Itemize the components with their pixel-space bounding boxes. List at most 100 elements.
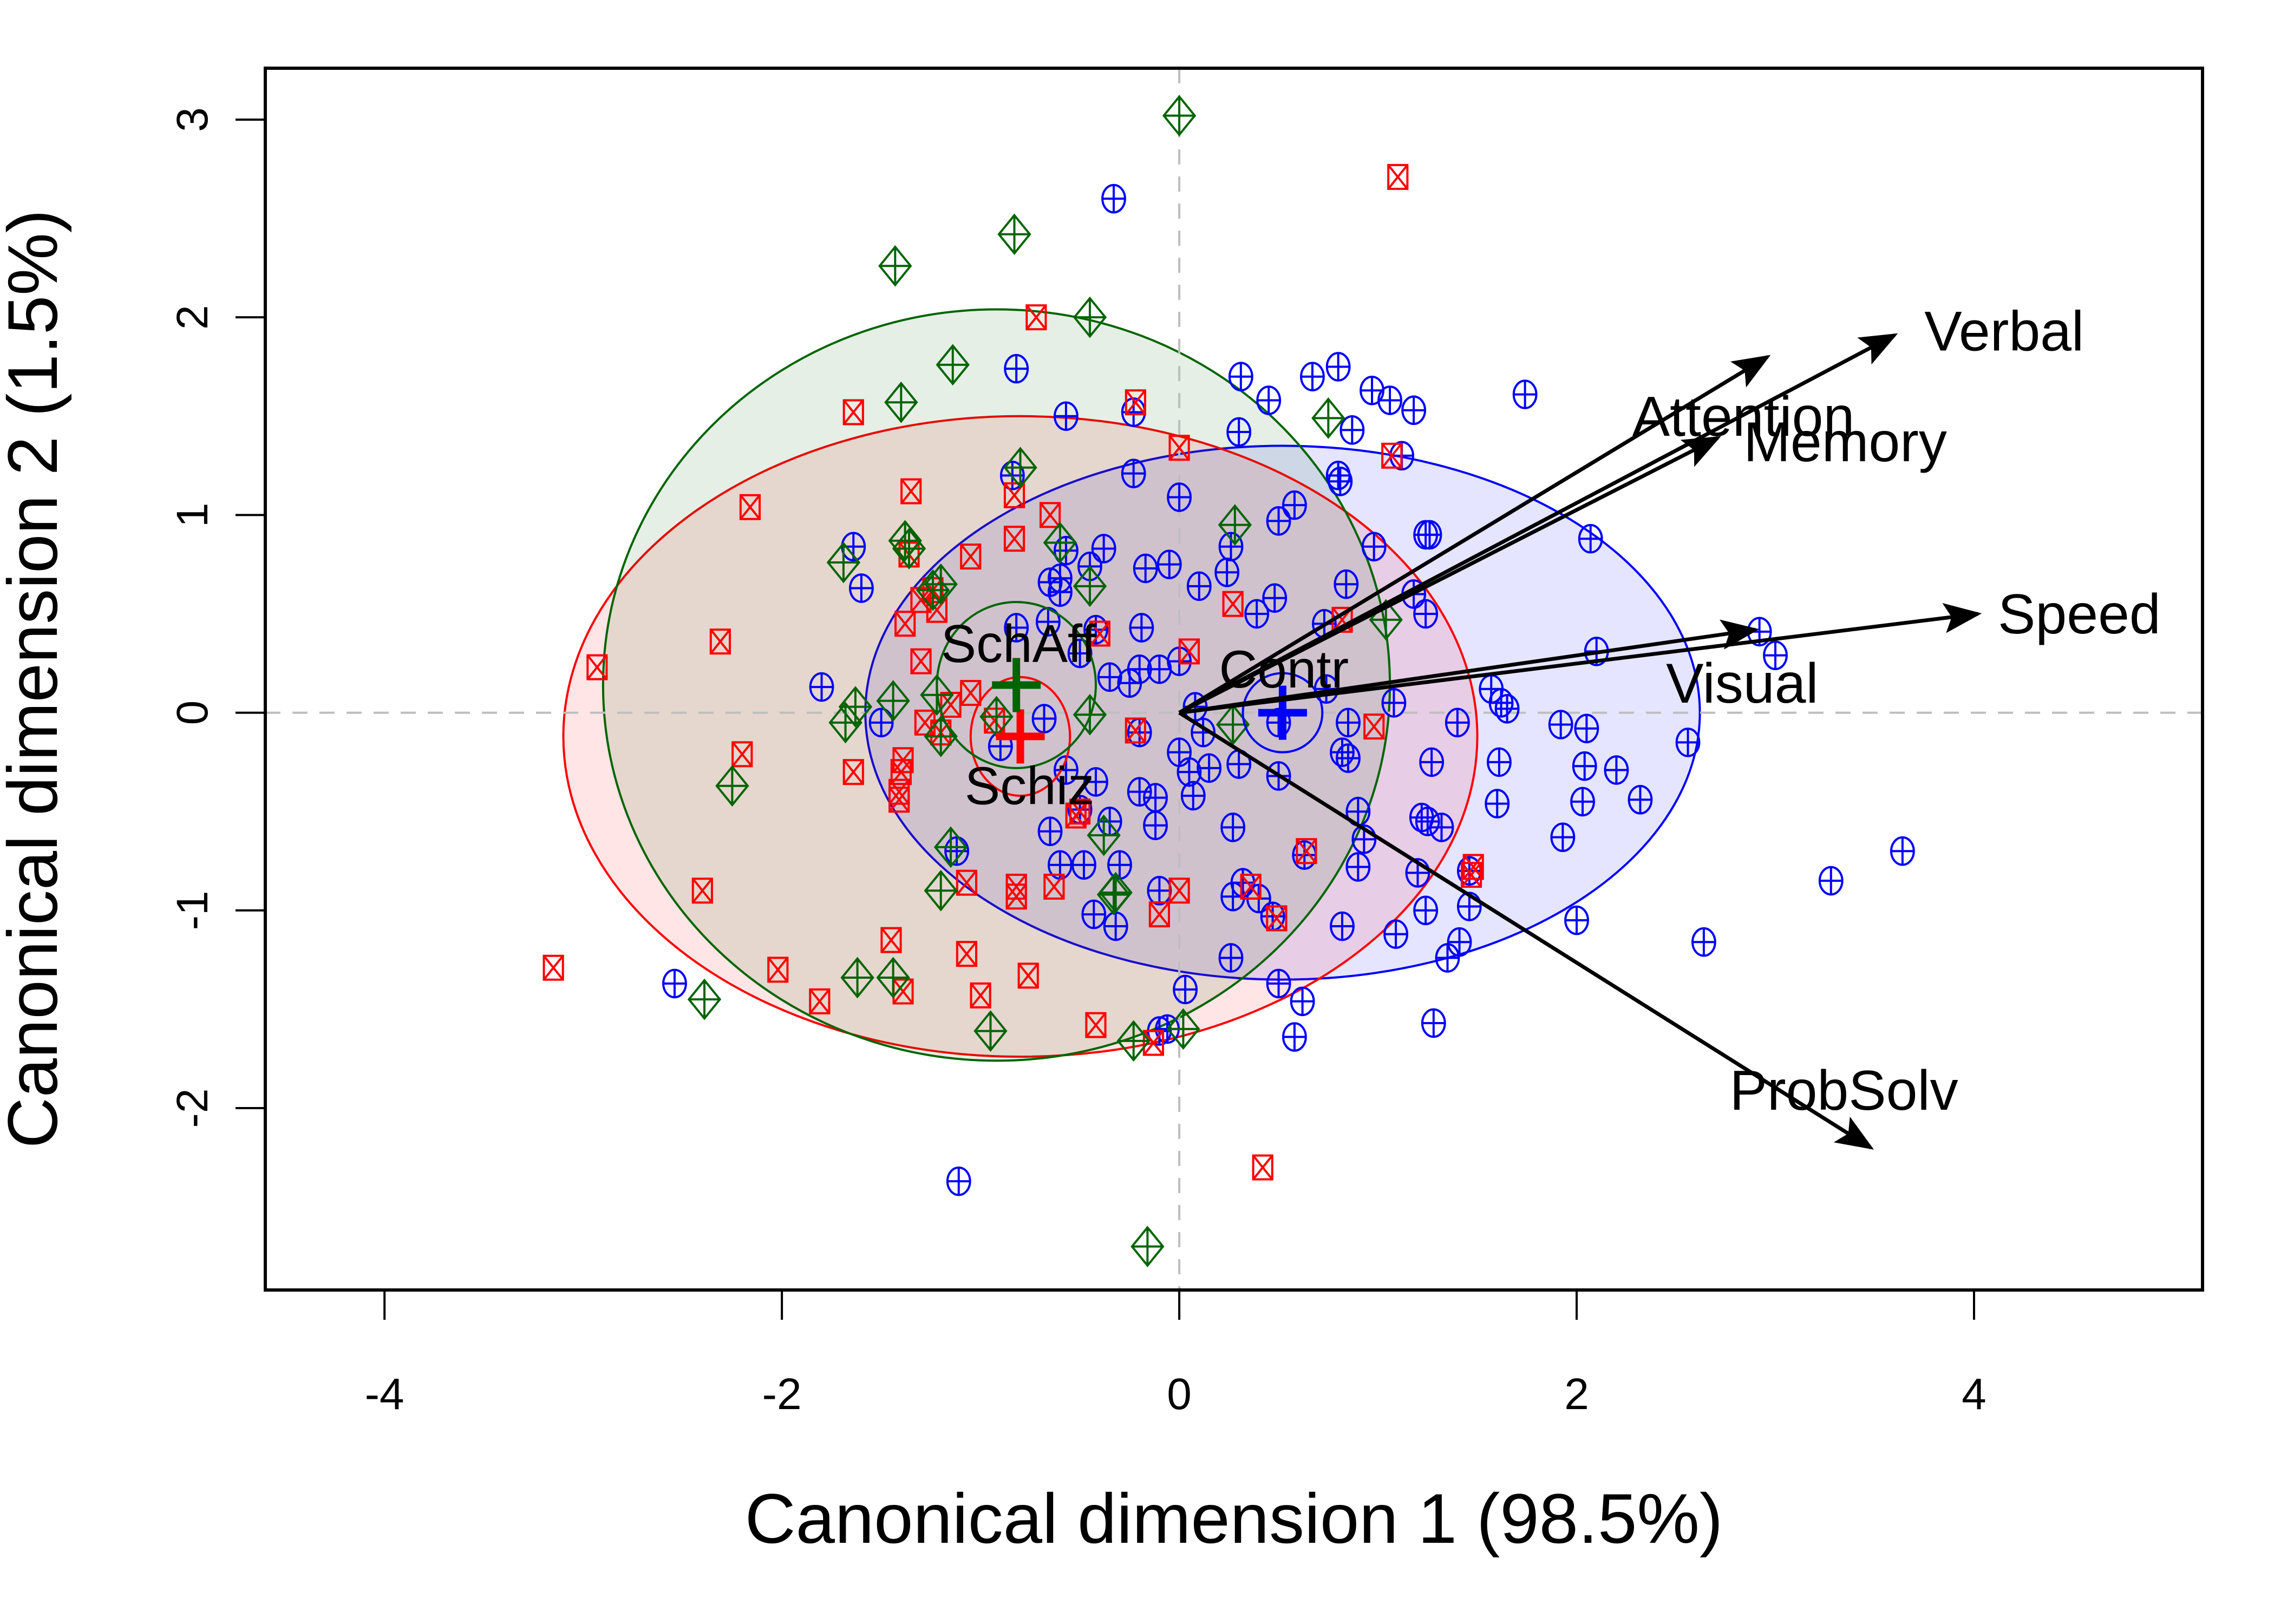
marker-diag2 — [1461, 862, 1482, 888]
point-contr — [1675, 728, 1701, 757]
point-contr — [1230, 868, 1256, 898]
point-contr — [1127, 777, 1152, 807]
point-schiz — [1085, 1012, 1107, 1038]
marker-diag2 — [767, 957, 788, 983]
point-schiz — [1043, 873, 1065, 900]
marker-diag2 — [710, 628, 731, 654]
point-contr — [1067, 638, 1093, 669]
point-schaff — [1311, 397, 1345, 439]
marker-square — [1460, 862, 1482, 888]
point-contr — [944, 836, 969, 866]
point-contr — [1415, 807, 1440, 836]
point-schaff — [1087, 814, 1121, 856]
point-contr — [1097, 662, 1122, 692]
marker-diag2 — [900, 479, 922, 504]
point-contr — [1628, 784, 1653, 815]
y-tick-label: -2 — [168, 1089, 217, 1128]
marker-diag2 — [1040, 502, 1061, 528]
vector-label-attention: Attention — [1632, 385, 1855, 448]
x-tick-label: 2 — [1564, 1370, 1589, 1419]
marker-square — [842, 399, 864, 425]
point-contr — [1256, 385, 1282, 415]
point-contr — [1361, 532, 1387, 562]
point-contr — [868, 708, 894, 738]
point-schaff — [884, 381, 918, 423]
marker-diag2 — [888, 779, 910, 804]
marker-diag2 — [1463, 854, 1484, 880]
point-schiz — [894, 611, 916, 637]
point-schiz — [970, 982, 991, 1009]
point-contr — [809, 672, 834, 702]
point-schiz — [1168, 878, 1190, 904]
point-contr — [1037, 816, 1063, 847]
x-tick-label: 4 — [1962, 1370, 1987, 1419]
point-contr — [1336, 708, 1361, 738]
point-schiz — [1222, 591, 1244, 617]
point-contr — [1494, 693, 1520, 724]
marker-square — [1025, 304, 1047, 331]
marker-square — [1148, 901, 1170, 928]
marker-diag2 — [894, 611, 916, 637]
marker-diag2 — [960, 680, 981, 706]
point-schaff — [936, 344, 970, 386]
point-schaff — [840, 957, 874, 999]
point-schiz — [888, 787, 910, 813]
point-contr — [1763, 640, 1788, 670]
point-contr — [1214, 557, 1240, 587]
marker-diag2 — [910, 649, 932, 674]
point-schaff — [924, 716, 958, 757]
point-contr — [1339, 415, 1365, 445]
point-schaff — [1043, 522, 1077, 564]
point-contr — [1345, 852, 1371, 882]
point-contr — [1421, 1008, 1446, 1038]
point-contr — [1129, 613, 1154, 643]
marker-diag2 — [1266, 906, 1288, 931]
point-contr — [1334, 569, 1359, 599]
point-schiz — [880, 927, 902, 953]
point-contr — [1336, 743, 1361, 773]
marker-diag2 — [843, 759, 864, 785]
marker-diag2 — [970, 983, 991, 1009]
point-schiz — [1296, 838, 1317, 865]
point-schaff — [1073, 296, 1107, 338]
point-schaff — [876, 957, 910, 999]
marker-diag2 — [1240, 874, 1262, 900]
marker-square — [890, 759, 912, 785]
y-tick-label: 1 — [168, 503, 217, 528]
marker-square — [1043, 873, 1065, 900]
y-axis-title: Canonical dimension 2 (1.5%) — [0, 209, 72, 1148]
y-tick-label: 2 — [168, 305, 217, 330]
marker-diag2 — [1085, 1012, 1107, 1038]
point-contr — [1282, 1022, 1307, 1052]
vector-visual — [1179, 619, 1760, 715]
marker-square — [910, 648, 932, 675]
point-contr — [1548, 710, 1573, 739]
marker-diag2 — [960, 543, 981, 569]
marker-square — [1266, 905, 1288, 932]
marker-square — [1168, 435, 1190, 461]
marker-square — [842, 759, 864, 785]
point-contr — [1091, 534, 1116, 564]
marker-diag2 — [731, 742, 753, 767]
marker-square — [894, 611, 916, 637]
marker-diag2 — [888, 787, 910, 813]
point-schiz — [956, 869, 978, 896]
point-schiz — [586, 654, 608, 680]
marker-square — [888, 787, 910, 813]
marker-square — [1168, 878, 1190, 904]
point-schaff — [924, 563, 958, 605]
point-contr — [1083, 767, 1108, 797]
marker-square — [960, 543, 982, 570]
point-contr — [1107, 850, 1132, 880]
point-contr — [1143, 810, 1168, 841]
point-schaff — [876, 680, 910, 722]
point-contr — [1401, 395, 1427, 425]
point-contr — [1290, 986, 1315, 1017]
marker-diag2 — [1296, 838, 1317, 864]
point-schaff — [1073, 565, 1107, 607]
marker-square — [1381, 442, 1403, 469]
marker-diag2 — [1168, 878, 1190, 903]
group-means — [936, 601, 1324, 797]
point-contr — [1419, 747, 1445, 777]
x-tick-label: 0 — [1167, 1370, 1192, 1419]
